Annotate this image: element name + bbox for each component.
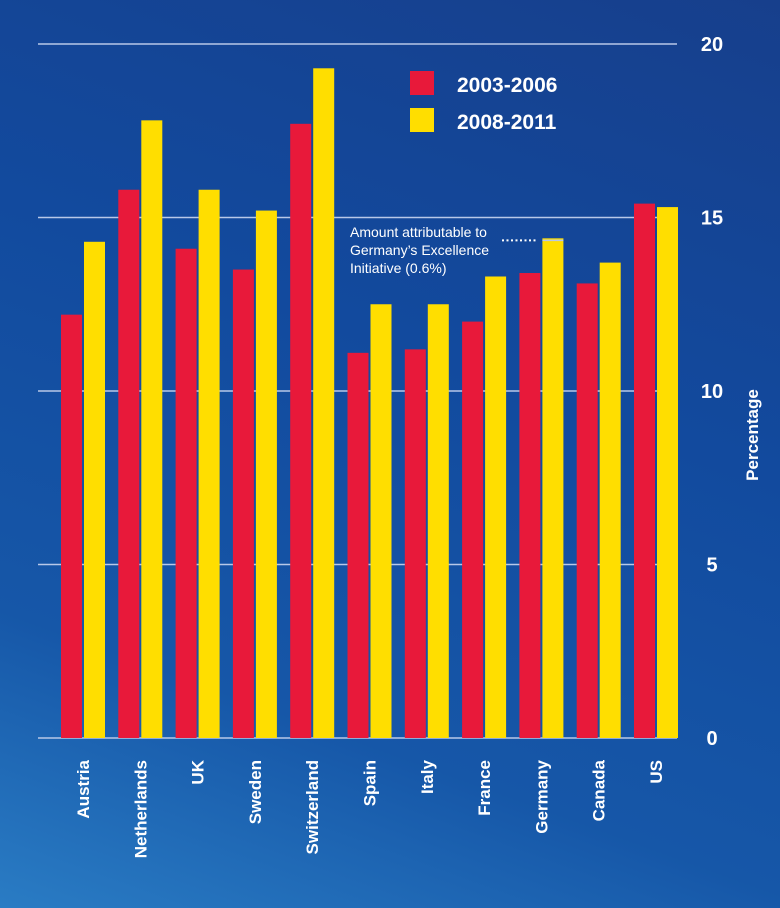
bar-netherlands-2008-2011	[141, 120, 163, 739]
bar-france-2008-2011	[485, 276, 507, 738]
bar-sweden-2003-2006	[232, 269, 254, 738]
annotation-text: Germany’s Excellence	[350, 242, 489, 258]
bar-italy-2008-2011	[427, 304, 449, 738]
y-tick-label: 10	[701, 381, 723, 403]
legend-label: 2008-2011	[457, 111, 557, 134]
bar-us-2003-2006	[634, 203, 655, 738]
x-tick-label: Switzerland	[303, 760, 322, 854]
legend-swatch	[410, 108, 434, 132]
legend-swatch	[410, 71, 434, 95]
bar-germany-2003-2006	[519, 273, 541, 738]
bar-canada-2003-2006	[576, 283, 598, 738]
bar-canada-2008-2011	[599, 262, 621, 738]
y-tick-label: 5	[706, 555, 717, 577]
x-tick-label: France	[475, 760, 494, 816]
x-tick-label: Canada	[590, 759, 609, 821]
bar-us-2008-2011	[657, 207, 678, 739]
bar-austria-2003-2006	[61, 314, 82, 738]
bar-italy-2003-2006	[404, 349, 426, 738]
bar-france-2003-2006	[462, 321, 484, 738]
bar-spain-2008-2011	[370, 304, 392, 738]
bar-switzerland-2008-2011	[313, 68, 335, 739]
y-axis-title: Percentage	[743, 389, 762, 481]
x-tick-label: UK	[189, 759, 208, 784]
x-tick-label: US	[647, 760, 666, 784]
legend: 2003-2006 2008-2011	[410, 71, 557, 134]
x-axis-labels: Austria Netherlands UK Sweden Switzerland Spa…	[74, 759, 666, 858]
y-tick-label: 20	[701, 34, 723, 56]
annotation-text: Initiative (0.6%)	[350, 260, 446, 276]
x-tick-label: Sweden	[246, 760, 265, 824]
bar-uk-2003-2006	[175, 248, 197, 739]
x-tick-label: Germany	[532, 759, 551, 833]
bar-austria-2008-2011	[84, 241, 105, 739]
bar-netherlands-2003-2006	[118, 189, 140, 739]
bar-uk-2008-2011	[198, 189, 220, 739]
bar-germany-2008-2011	[542, 238, 564, 738]
bar-spain-2003-2006	[347, 352, 369, 738]
x-tick-label: Austria	[74, 759, 93, 818]
y-axis-ticks: 0 5 10 15 20	[701, 34, 723, 750]
y-tick-label: 0	[706, 728, 717, 750]
annotation-text: Amount attributable to	[350, 224, 487, 240]
y-tick-label: 15	[701, 208, 723, 230]
bars	[61, 68, 678, 739]
x-tick-label: Spain	[361, 760, 380, 806]
bar-sweden-2008-2011	[255, 210, 277, 738]
legend-label: 2003-2006	[457, 74, 557, 97]
x-tick-label: Netherlands	[131, 760, 150, 858]
bar-switzerland-2003-2006	[290, 123, 312, 738]
x-tick-label: Italy	[418, 759, 437, 794]
annotation: Amount attributable to Germany’s Excellen…	[350, 224, 564, 276]
